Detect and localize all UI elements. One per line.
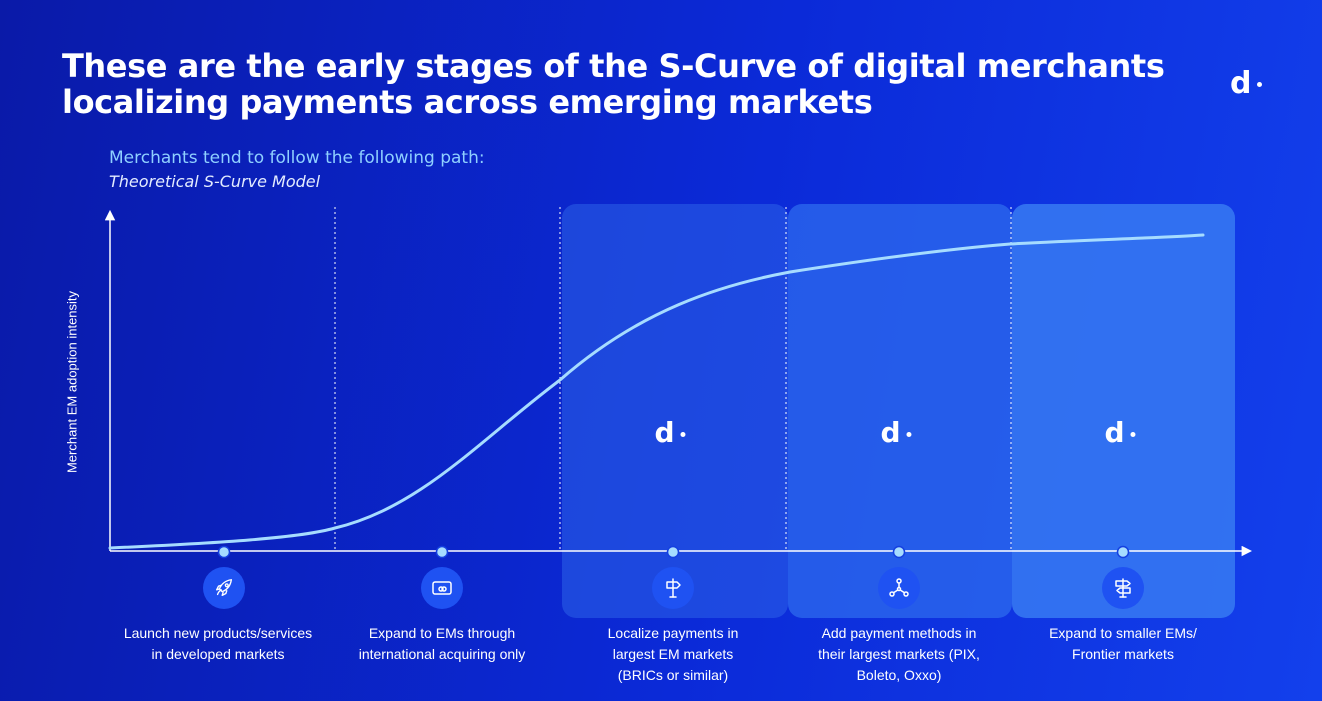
panel-logo-5: d [1104, 416, 1136, 449]
panel-logo-letter: d [880, 416, 901, 449]
stage-label-5: Expand to smaller EMs/ Frontier markets [1018, 623, 1228, 665]
stage-panel-5 [1012, 204, 1235, 618]
stage-label-line: Launch new products/services [123, 625, 313, 641]
stage-label-line: Expand to EMs through [368, 625, 516, 641]
stage-label-2: Expand to EMs through international acqu… [337, 623, 547, 665]
stage-panel-4 [788, 204, 1012, 618]
panel-logo-3: d [654, 416, 686, 449]
stage-label-line: their largest markets (PIX, [818, 646, 980, 662]
panel-logo-dot [1130, 431, 1136, 437]
stage-marker-3 [666, 545, 680, 559]
stage-marker-2 [435, 545, 449, 559]
panel-logo-dot [906, 431, 912, 437]
title-line-2: localizing payments across emerging mark… [62, 83, 873, 121]
rocket-icon [203, 567, 245, 609]
stage-marker-1 [217, 545, 231, 559]
diagram-subtitle: Merchants tend to follow the following p… [109, 148, 485, 168]
network-icon [878, 567, 920, 609]
stage-label-line: Expand to smaller EMs/ [1049, 625, 1197, 641]
stage-panel-3 [562, 204, 788, 618]
title-line-1: These are the early stages of the S-Curv… [62, 47, 1165, 85]
stage-marker-4 [892, 545, 906, 559]
stage-label-1: Launch new products/services in develope… [113, 623, 323, 665]
panel-logo-dot [680, 431, 686, 437]
stage-label-3: Localize payments in largest EM markets … [568, 623, 778, 686]
stage-marker-5 [1116, 545, 1130, 559]
stage-label-line: in developed markets [151, 646, 285, 662]
brand-logo: d [1230, 66, 1263, 101]
s-curve-line [108, 233, 1205, 550]
direction-sign-icon [1102, 567, 1144, 609]
brand-logo-dot [1257, 82, 1263, 87]
card-icon [421, 567, 463, 609]
panel-logo-letter: d [1104, 416, 1125, 449]
page-title: These are the early stages of the S-Curv… [62, 47, 1165, 121]
brand-logo-letter: d [1230, 66, 1252, 101]
stage-label-line: Localize payments in [607, 625, 739, 641]
panel-logo-4: d [880, 416, 912, 449]
panel-logo-letter: d [654, 416, 675, 449]
stage-label-line: international acquiring only [358, 646, 526, 662]
signpost-icon [652, 567, 694, 609]
stage-label-line: Add payment methods in [821, 625, 977, 641]
stage-label-line: largest EM markets [612, 646, 734, 662]
stage-label-4: Add payment methods in their largest mar… [794, 623, 1004, 686]
stage-label-line: Frontier markets [1072, 646, 1174, 662]
diagram-model-name: Theoretical S-Curve Model [109, 172, 321, 191]
stage-label-line: Boleto, Oxxo) [856, 667, 942, 683]
stage-label-line: (BRICs or similar) [617, 667, 729, 683]
